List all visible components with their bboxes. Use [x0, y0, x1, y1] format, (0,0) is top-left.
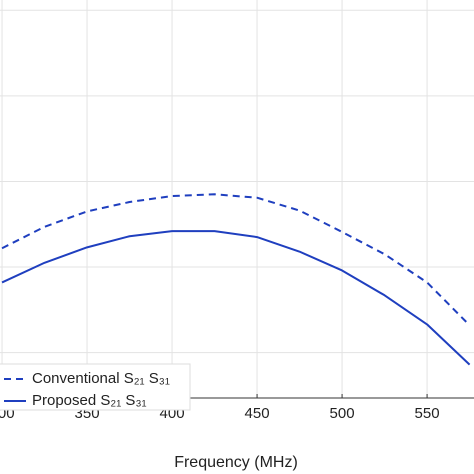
x-tick-label: 550 — [415, 405, 440, 422]
x-tick-label: 450 — [245, 405, 270, 422]
series-line — [1, 193, 471, 326]
legend-label: Conventional S₂₁ S₃₁ — [32, 370, 170, 387]
x-tick-label: 500 — [330, 405, 355, 422]
x-axis-label: Frequency (MHz) — [174, 454, 298, 471]
legend: Conventional S₂₁ S₃₁ Proposed S₂₁ S₃₁ — [0, 363, 191, 411]
legend-label: Proposed S₂₁ S₃₁ — [32, 392, 147, 409]
series-line — [1, 230, 471, 366]
legend-box — [0, 363, 191, 411]
